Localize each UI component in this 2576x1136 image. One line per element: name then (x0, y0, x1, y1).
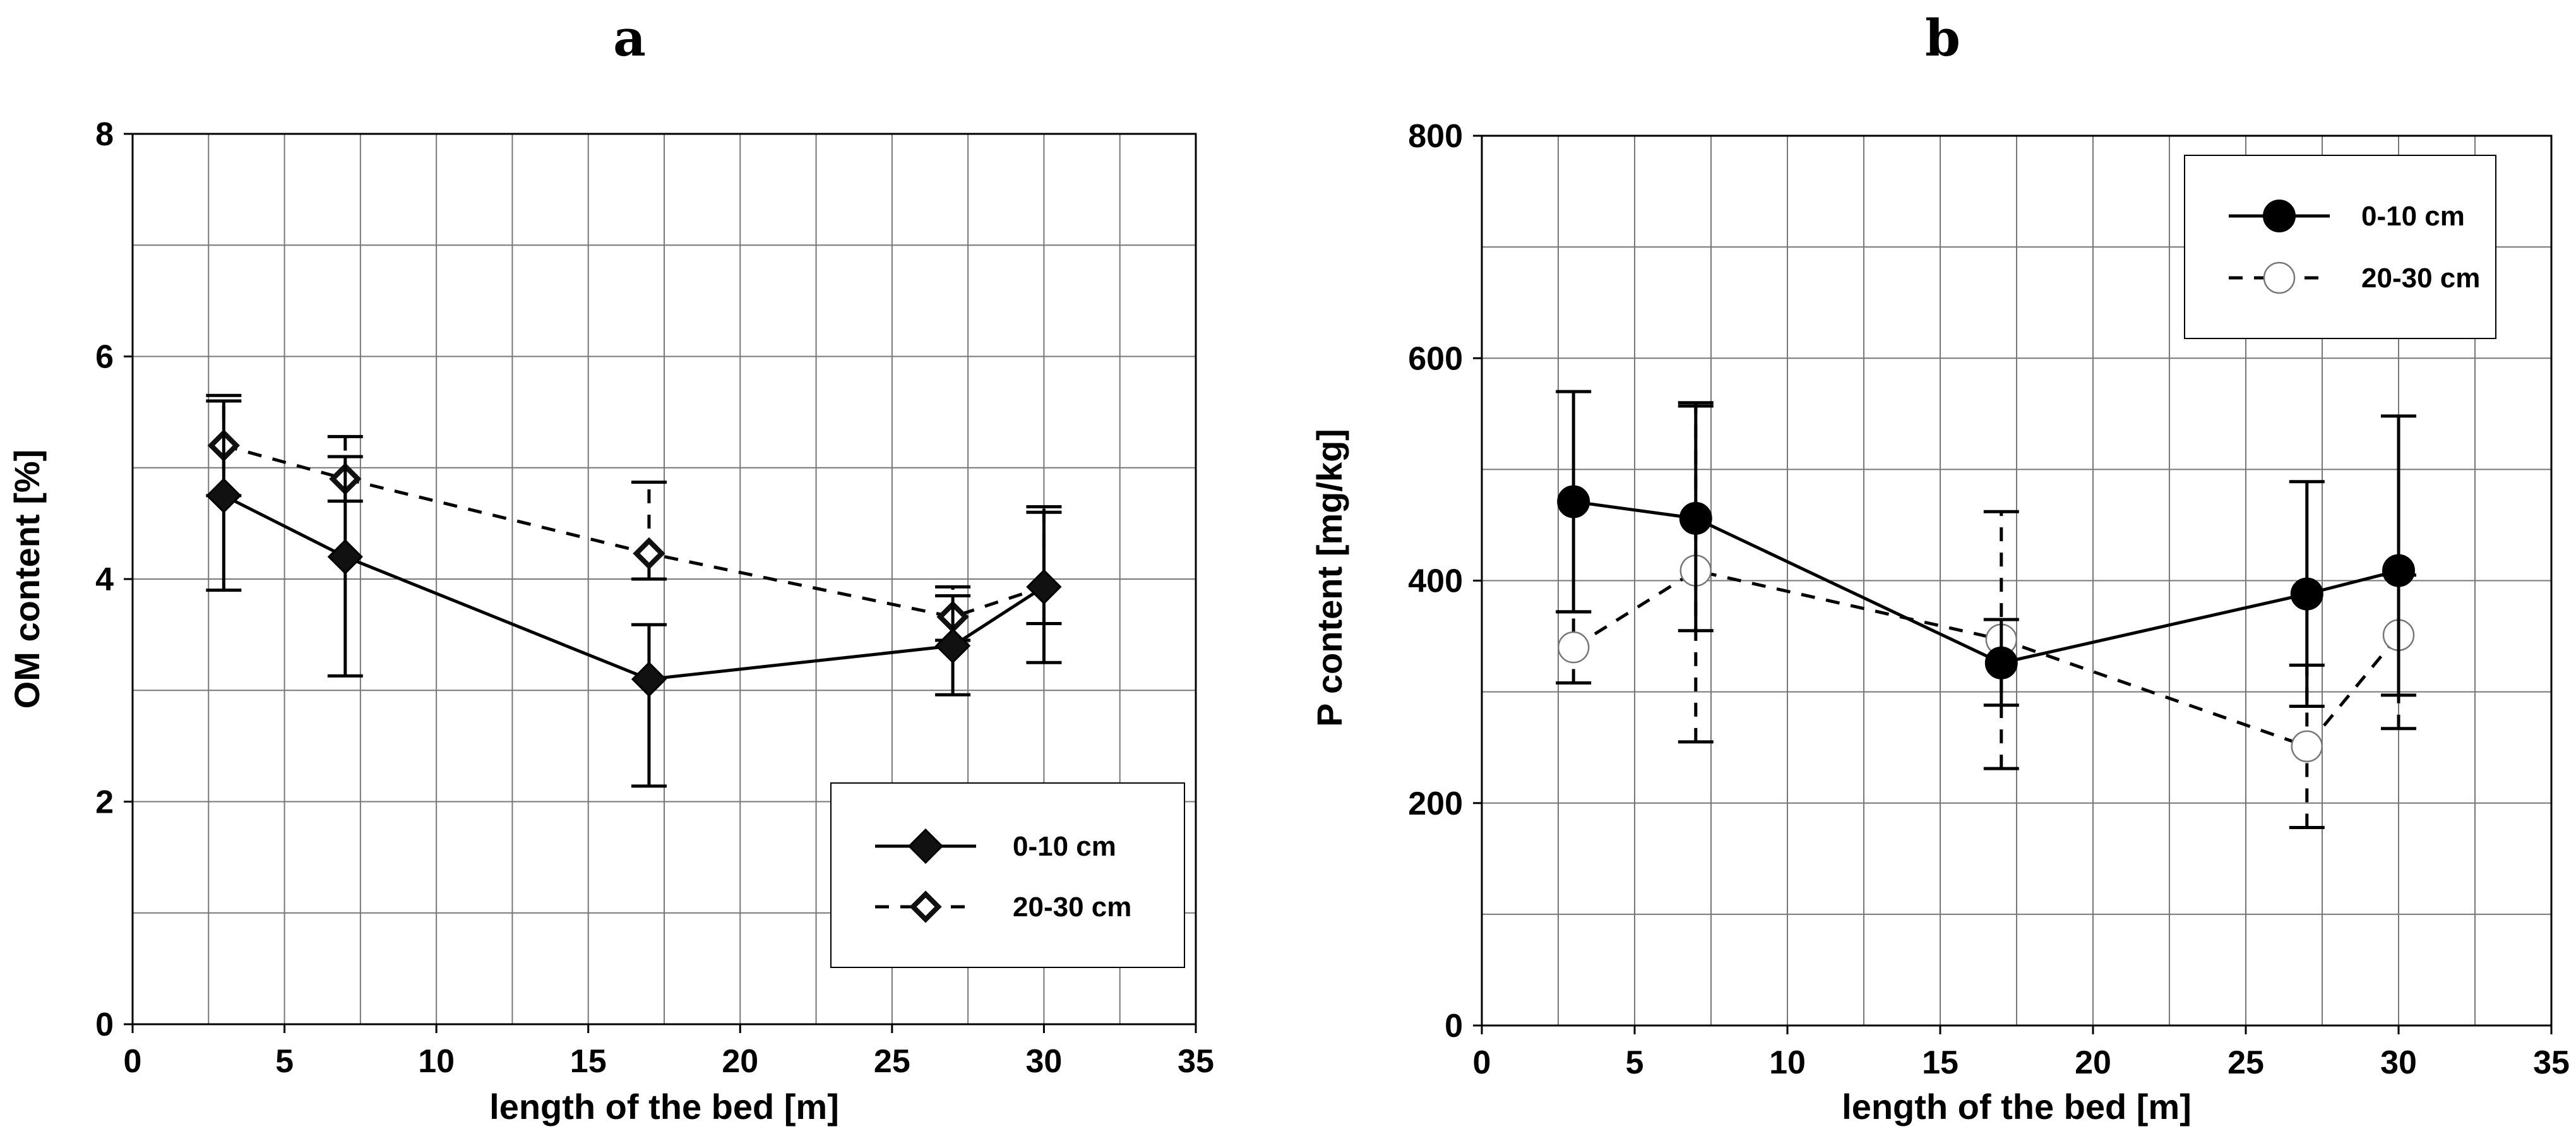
data-point (206, 477, 242, 513)
chart-title-a: a (613, 8, 646, 68)
x-tick-label: 10 (418, 1043, 455, 1080)
data-point (1557, 631, 1590, 664)
legend-label: 0-10 cm (2361, 201, 2465, 232)
data-point (2291, 730, 2323, 763)
x-tick-label: 5 (1626, 1044, 1644, 1081)
legend-marker (2263, 200, 2296, 232)
legend-label: 20-30 cm (2361, 263, 2480, 294)
data-point (631, 661, 667, 697)
data-point (327, 539, 363, 575)
data-point (934, 628, 971, 664)
y-tick-label: 0 (1445, 1008, 1463, 1044)
x-tick-label: 35 (1178, 1043, 1214, 1080)
series-20-30cm (206, 393, 1062, 642)
data-point (1679, 501, 1712, 535)
y-tick-label: 200 (1408, 786, 1463, 822)
legend-box-b (2184, 155, 2496, 339)
x-axis-label-a: length of the bed [m] (489, 1087, 839, 1127)
ticks-b: 0 5 10 15 20 25 30 35 0 200 400 600 800 (1408, 118, 2570, 1081)
legend-a: 0-10 cm 20-30 cm (830, 782, 1185, 968)
series-group-a (206, 393, 1062, 788)
legend-box-a (830, 782, 1185, 968)
series-0-10cm (206, 399, 1062, 788)
legend-label: 20-30 cm (1013, 892, 1131, 923)
x-axis-label-b: length of the bed [m] (1842, 1087, 2191, 1127)
x-tick-label: 10 (1769, 1044, 1806, 1081)
y-axis-label-a: OM content [%] (7, 450, 47, 709)
y-tick-label: 600 (1408, 340, 1463, 377)
x-tick-label: 20 (2075, 1044, 2111, 1081)
chart-panel-a: a 0 5 10 15 20 25 30 35 0 2 4 6 8 length of the bed … (7, 8, 1214, 1127)
y-tick-label: 2 (95, 784, 114, 821)
chart-title-b: b (1925, 8, 1960, 68)
legend-label: 0-10 cm (1013, 831, 1116, 862)
y-tick-label: 400 (1408, 563, 1463, 600)
data-point (1984, 646, 2018, 679)
legend-marker (2263, 261, 2296, 294)
x-tick-label: 15 (570, 1043, 607, 1080)
grid-b (1482, 136, 2551, 1025)
x-tick-label: 20 (722, 1043, 758, 1080)
x-tick-label: 15 (1922, 1044, 1959, 1081)
series-group-b (1556, 390, 2416, 829)
series-20-30cm (1556, 401, 2416, 829)
data-point (1026, 569, 1062, 605)
x-tick-label: 30 (2380, 1044, 2417, 1081)
data-point (1557, 485, 1590, 518)
legend-marker (907, 828, 944, 864)
legend-b: 0-10 cm 20-30 cm (2184, 155, 2496, 339)
y-tick-label: 4 (95, 561, 114, 598)
x-tick-label: 25 (874, 1043, 910, 1080)
y-tick-label: 8 (95, 116, 114, 153)
x-tick-label: 0 (124, 1043, 142, 1080)
ticks-a: 0 5 10 15 20 25 30 35 0 2 4 6 8 (95, 116, 1214, 1080)
x-tick-label: 30 (1026, 1043, 1063, 1080)
y-tick-label: 0 (95, 1007, 114, 1043)
x-tick-label: 35 (2533, 1044, 2570, 1081)
data-point (633, 537, 665, 570)
chart-panel-b: b 0 5 10 15 20 25 30 35 0 200 400 600 800 length of … (1309, 8, 2570, 1127)
data-point (2382, 554, 2415, 587)
x-tick-label: 25 (2227, 1044, 2264, 1081)
x-tick-label: 5 (275, 1043, 294, 1080)
y-tick-label: 6 (95, 339, 114, 376)
series-0-10cm (1556, 390, 2416, 709)
y-tick-label: 800 (1408, 118, 1463, 155)
data-point (2290, 577, 2323, 611)
legend-marker (909, 890, 942, 923)
x-tick-label: 0 (1473, 1044, 1491, 1081)
y-axis-label-b: P content [mg/kg] (1309, 429, 1349, 727)
